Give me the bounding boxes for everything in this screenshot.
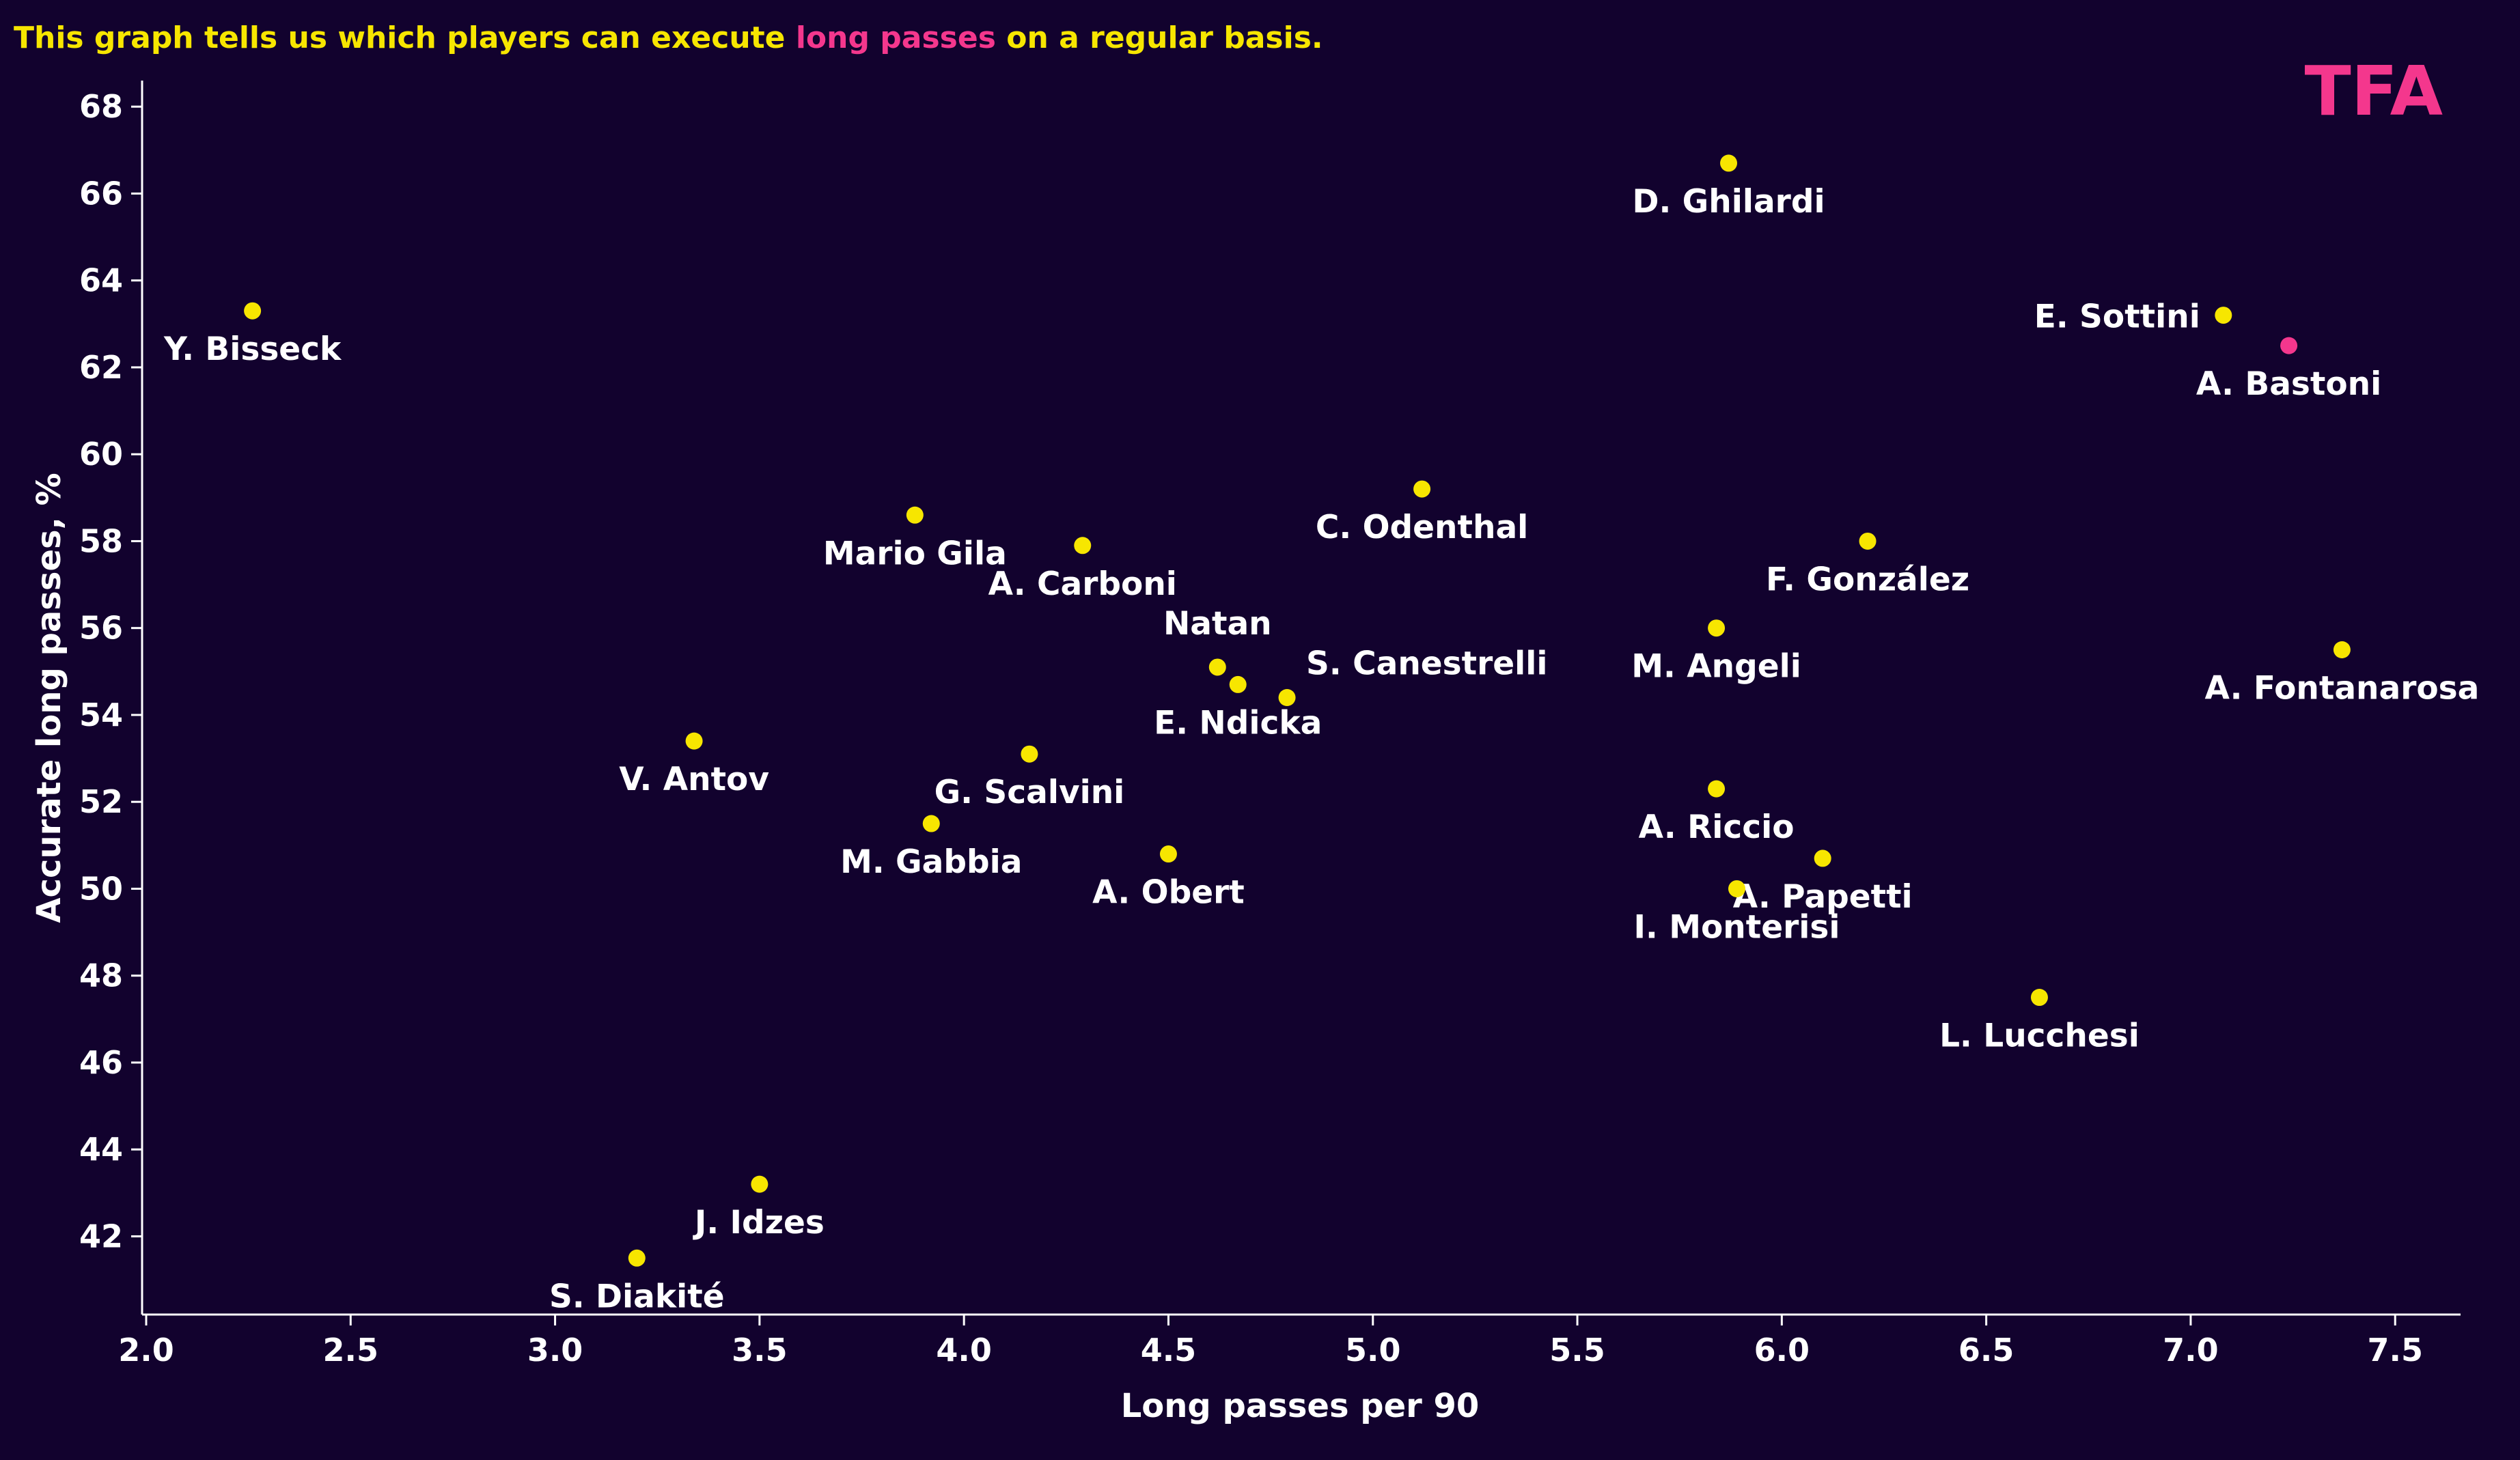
point-label: Y. Bisseck (163, 331, 342, 368)
x-tick-label: 6.5 (1958, 1332, 2014, 1368)
y-tick-label: 52 (79, 783, 123, 820)
point-label: Natan (1163, 605, 1272, 643)
point-label: A. Papetti (1733, 878, 1913, 916)
y-tick-label: 62 (79, 349, 123, 386)
chart-title: This graph tells us which players can ex… (14, 20, 1323, 55)
point-label: A. Obert (1092, 874, 1245, 912)
point-label: V. Antov (619, 761, 769, 798)
data-point (2215, 307, 2232, 324)
y-tick-label: 64 (79, 262, 123, 299)
y-tick-label: 66 (79, 175, 123, 212)
data-point (922, 815, 940, 832)
x-tick-label: 7.0 (2163, 1332, 2219, 1368)
y-tick-label: 60 (79, 436, 123, 473)
point-label: Mario Gila (823, 535, 1007, 572)
point-label: D. Ghilardi (1632, 183, 1825, 221)
y-tick-label: 46 (79, 1044, 123, 1081)
point-label: F. González (1766, 561, 1969, 598)
y-tick-label: 42 (79, 1218, 123, 1254)
y-tick-label: 48 (79, 957, 123, 994)
y-ticks: 42 44 46 48 50 52 54 56 58 60 62 64 66 68 (79, 88, 142, 1254)
point-label: S. Diakité (549, 1278, 725, 1315)
point-label: E. Sottini (2034, 298, 2200, 336)
data-point (1413, 480, 1431, 498)
point-label: M. Angeli (1631, 648, 1801, 686)
x-tick-label: 5.0 (1345, 1332, 1401, 1368)
point-label: J. Idzes (693, 1204, 825, 1241)
point-label: A. Bastoni (2196, 365, 2381, 403)
data-point (244, 302, 262, 320)
data-point (2280, 337, 2298, 354)
point-label: A. Fontanarosa (2204, 670, 2479, 707)
title-part-2: on a regular basis. (996, 20, 1323, 55)
point-label: A. Riccio (1639, 809, 1795, 846)
data-point (685, 732, 703, 750)
data-point (1859, 532, 1877, 550)
data-point (1074, 537, 1092, 554)
y-tick-label: 44 (79, 1131, 123, 1168)
data-point (1814, 850, 1831, 867)
data-point (1021, 745, 1038, 763)
point-label: I. Monterisi (1634, 908, 1840, 946)
tfa-logo: TFA (2305, 51, 2443, 131)
x-tick-label: 4.5 (1141, 1332, 1197, 1368)
data-point (2030, 989, 2048, 1007)
y-tick-label: 68 (79, 88, 123, 125)
y-tick-label: 56 (79, 610, 123, 647)
title-part-1: This graph tells us which players can ex… (14, 20, 796, 55)
y-tick-label: 50 (79, 870, 123, 907)
x-tick-label: 4.0 (936, 1332, 992, 1368)
x-ticks: 2.0 2.5 3.0 3.5 4.0 4.5 5.0 5.5 6.0 6.5 7.0 7.5 (118, 1315, 2423, 1368)
data-point (1278, 689, 1296, 706)
data-point (1229, 675, 1247, 693)
data-point (1208, 658, 1226, 676)
data-point (1728, 880, 1745, 897)
point-label: L. Lucchesi (1939, 1017, 2140, 1055)
data-point (2333, 641, 2351, 659)
point-label: S. Canestrelli (1306, 645, 1547, 683)
data-points: Y. Bisseck D. Ghilardi E. Sottini A. Baston… (163, 154, 2479, 1315)
data-point (1720, 154, 1738, 172)
title-highlight: long passes (796, 20, 996, 55)
y-axis-label: Accurate long passes, % (30, 473, 68, 923)
data-point (751, 1175, 769, 1193)
y-tick-label: 58 (79, 522, 123, 559)
x-axis-label: Long passes per 90 (1121, 1387, 1480, 1425)
point-label: G. Scalvini (934, 774, 1125, 811)
point-label: E. Ndicka (1154, 704, 1322, 742)
x-tick-label: 7.5 (2367, 1332, 2423, 1368)
point-label: C. Odenthal (1316, 509, 1528, 546)
point-label: A. Carboni (988, 565, 1177, 603)
x-tick-label: 6.0 (1754, 1332, 1810, 1368)
data-point (906, 506, 924, 524)
y-tick-label: 54 (79, 697, 123, 733)
x-tick-label: 2.0 (118, 1332, 174, 1368)
x-tick-label: 3.5 (732, 1332, 788, 1368)
data-point (1159, 845, 1177, 863)
x-tick-label: 3.0 (527, 1332, 583, 1368)
data-point (628, 1249, 646, 1267)
data-point (1708, 780, 1726, 798)
data-point (1708, 619, 1726, 637)
x-tick-label: 2.5 (323, 1332, 379, 1368)
point-label: M. Gabbia (840, 843, 1022, 881)
x-tick-label: 5.5 (1549, 1332, 1605, 1368)
